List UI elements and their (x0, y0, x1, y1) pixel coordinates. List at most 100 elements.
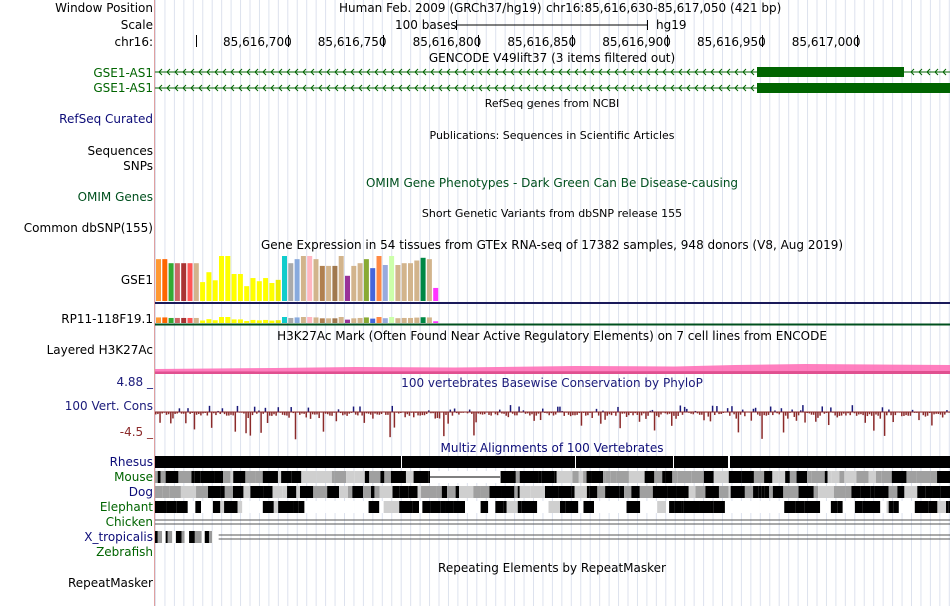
ruler-tick (667, 35, 669, 47)
label-gse1[interactable]: GSE1 (120, 273, 153, 287)
track-title-refseq[interactable]: RefSeq genes from NCBI (484, 97, 620, 110)
phylop-bar (365, 412, 368, 414)
label-gencode-1[interactable]: GSE1-AS1 (93, 66, 153, 80)
phylop-bar (561, 410, 563, 412)
phylop-bar (929, 412, 931, 414)
phylop-bar (178, 408, 181, 412)
gtex-bar-rp11 (162, 317, 168, 323)
track-title-h3k27ac[interactable]: H3K27Ac Mark (Often Found Near Active Re… (277, 329, 827, 343)
phylop-bar (468, 409, 471, 412)
species-label-mouse[interactable]: Mouse (114, 470, 153, 484)
phylop-bar (165, 412, 168, 415)
phylop-bar (868, 412, 871, 415)
phylop-bar (361, 412, 363, 416)
gtex-bar (250, 278, 256, 301)
phylop-bar (563, 412, 565, 416)
label-rp11[interactable]: RP11-118F19.1 (61, 312, 153, 326)
phylop-bar (331, 412, 333, 416)
gtex-bar (363, 259, 369, 301)
phylop-bar (223, 412, 226, 415)
phylop-bar (701, 412, 703, 415)
species-label-x-tropicalis[interactable]: X_tropicalis (84, 530, 153, 544)
gtex-bar-rp11 (307, 317, 313, 323)
gtex-bar-rp11 (269, 320, 275, 323)
label-dbsnp[interactable]: Common dbSNP(155) (23, 221, 153, 235)
gtex-bar (401, 263, 407, 301)
phylop-bar (604, 412, 606, 420)
phylop-bar (860, 412, 862, 415)
track-title-dbsnp[interactable]: Short Genetic Variants from dbSNP releas… (421, 207, 683, 220)
phylop-bar (935, 412, 937, 414)
gtex-bar (389, 256, 395, 301)
phylop-bar (524, 412, 527, 414)
track-title-repeatmasker[interactable]: Repeating Elements by RepeatMasker (438, 561, 666, 575)
phylop-bar (772, 412, 774, 416)
phylop-bar (823, 412, 826, 414)
track-title-multiz[interactable]: Multiz Alignments of 100 Vertebrates (440, 441, 664, 455)
phylop-bar (862, 412, 864, 416)
phylop-bar (808, 412, 811, 414)
gtex-bar-rp11 (420, 317, 426, 323)
gtex-bar-rp11 (200, 320, 206, 323)
phylop-bar (800, 410, 802, 412)
label-omim[interactable]: OMIM Genes (77, 190, 153, 204)
track-title-publications[interactable]: Publications: Sequences in Scientific Ar… (429, 129, 675, 142)
species-label-rhesus[interactable]: Rhesus (109, 455, 153, 469)
gtex-bar (408, 263, 413, 301)
phylop-bar (314, 412, 316, 415)
gtex-bar (326, 265, 332, 301)
phylop-bar (752, 408, 755, 412)
species-label-zebrafish[interactable]: Zebrafish (96, 545, 153, 559)
phylop-bar (821, 406, 823, 412)
species-label-elephant[interactable]: Elephant (99, 500, 153, 514)
gtex-bar (345, 275, 350, 301)
track-title-omim[interactable]: OMIM Gene Phenotypes - Dark Green Can Be… (365, 176, 739, 190)
species-label-chicken[interactable]: Chicken (105, 515, 153, 529)
phylop-bar (419, 412, 421, 416)
h3k27ac-track[interactable] (155, 360, 950, 374)
label-h3k27ac[interactable]: Layered H3K27Ac (46, 343, 153, 357)
phylop-bar (817, 412, 819, 418)
phylop-bar (741, 409, 744, 412)
track-title-gtex[interactable]: Gene Expression in 54 tissues from GTEx … (260, 238, 844, 252)
gtex-bar (219, 256, 224, 301)
multiz-track[interactable] (155, 455, 950, 560)
phylop-bar (494, 412, 497, 415)
label-repeatmasker[interactable]: RepeatMasker (67, 576, 153, 590)
phylop-bar (251, 412, 254, 416)
phylop-track[interactable] (155, 395, 950, 445)
phylop-bar (886, 412, 888, 416)
ruler-tick (572, 35, 574, 47)
label-gencode-2[interactable]: GSE1-AS1 (93, 81, 153, 95)
label-cons[interactable]: 100 Vert. Cons (64, 399, 153, 413)
gtex-bar (307, 256, 313, 301)
species-label-dog[interactable]: Dog (128, 485, 153, 499)
gtex-bar-rp11 (219, 317, 224, 323)
label-sequences[interactable]: Sequences (87, 144, 153, 158)
phylop-bar (544, 412, 546, 414)
scale-text: 100 bases (395, 18, 457, 32)
phylop-bar (847, 412, 849, 414)
gtex-track[interactable] (155, 254, 950, 327)
gtex-bar-rp11 (345, 319, 350, 323)
phylop-bar (271, 412, 273, 416)
phylop-bar (933, 412, 935, 415)
gtex-bar-rp11 (288, 317, 294, 323)
track-title-phylop[interactable]: 100 vertebrates Basewise Conservation by… (401, 376, 703, 390)
phylop-bar (217, 410, 219, 412)
phylop-bar (483, 412, 486, 415)
phylop-bar (509, 405, 512, 412)
phylop-bar (911, 409, 914, 412)
label-refseq[interactable]: RefSeq Curated (59, 112, 153, 126)
gencode-track[interactable] (155, 64, 950, 96)
phylop-bar (471, 412, 473, 414)
gene-gse1-as1-2 (155, 83, 950, 93)
phylop-bar (292, 412, 295, 414)
phylop-bar (488, 412, 490, 415)
gtex-bar-rp11 (351, 318, 357, 323)
phylop-bar (720, 412, 722, 414)
track-title-gencode[interactable]: GENCODE V49lift37 (3 items filtered out) (428, 51, 676, 65)
label-snps[interactable]: SNPs (123, 159, 153, 173)
phylop-bar (423, 412, 426, 416)
gtex-bar (433, 287, 439, 301)
